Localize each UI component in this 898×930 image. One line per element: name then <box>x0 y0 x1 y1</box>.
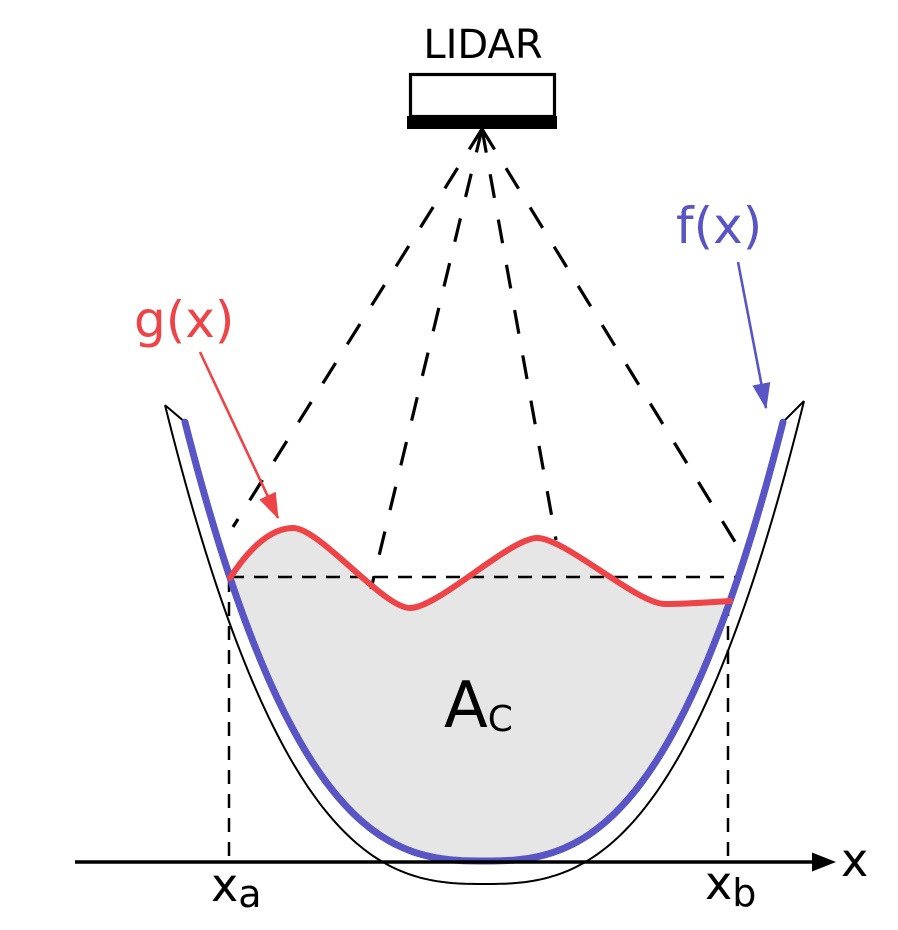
xa-tick-label: xa <box>211 858 262 916</box>
x-axis-label: x <box>841 833 868 887</box>
lidar-beams <box>231 128 739 590</box>
left-rim-edge <box>164 404 186 423</box>
lidar-beam-dashed-line <box>480 128 739 546</box>
lidar-body <box>408 72 557 119</box>
right-rim-edge <box>782 400 805 423</box>
g-label-arrow <box>198 351 280 520</box>
area-label: AC <box>444 669 513 743</box>
lidar-emitter-bar <box>407 116 557 129</box>
xb-tick-label: xb <box>705 856 756 915</box>
lidar-beam-dashed-line <box>369 128 484 590</box>
cross-section-area-fill <box>230 528 730 861</box>
x-axis-arrowhead <box>812 852 836 872</box>
lidar-label: LIDAR <box>423 22 542 68</box>
surface-curve-g <box>227 524 733 612</box>
outer-wall-curve <box>164 400 805 885</box>
lidar-beam-dashed-line <box>480 128 558 541</box>
g-curve-label: g(x) <box>134 291 234 349</box>
f-curve-label: f(x) <box>676 197 762 255</box>
f-label-arrow <box>736 261 771 410</box>
lidar-beam-dashed-line <box>231 128 484 528</box>
